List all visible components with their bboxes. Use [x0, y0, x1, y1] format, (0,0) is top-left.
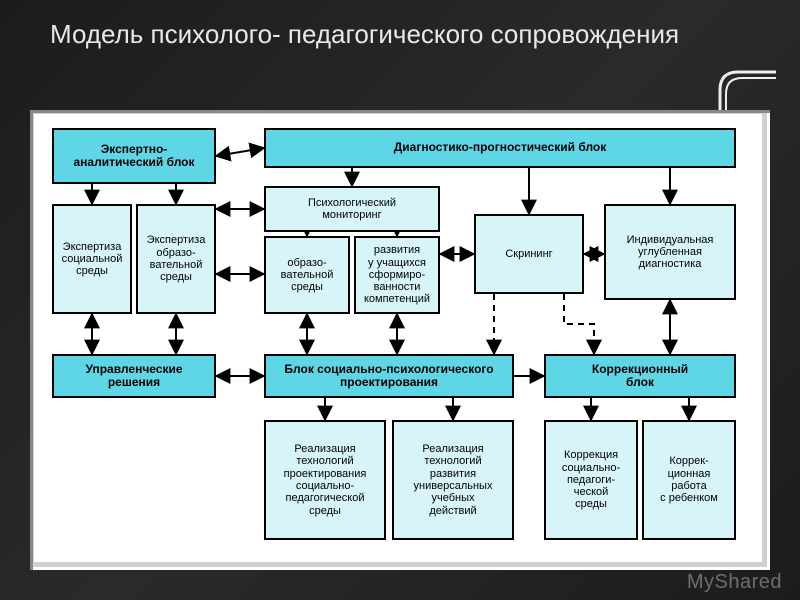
- node-diag_block: Диагностико-прогностический блок: [264, 128, 736, 168]
- node-social_proj: Блок социально-психологического проектир…: [264, 354, 514, 398]
- node-comp_dev: развития у учащихся сформиро- ванности к…: [354, 236, 440, 314]
- node-exp_edu: Экспертиза образо- вательной среды: [136, 204, 216, 314]
- diagram-canvas: Экспертно- аналитический блок Диагностико…: [34, 114, 762, 562]
- node-screening: Скрининг: [474, 214, 584, 294]
- node-corr_child: Коррек- ционная работа с ребенком: [642, 420, 736, 540]
- node-expert_block: Экспертно- аналитический блок: [52, 128, 216, 184]
- watermark: MyShared: [687, 571, 782, 594]
- node-psych_mon: Психологический мониторинг: [264, 186, 440, 232]
- slide: Модель психолого- педагогического сопров…: [0, 0, 800, 600]
- node-indiv_diag: Индивидуальная углубленная диагностика: [604, 204, 736, 300]
- node-corr_block: Коррекционный блок: [544, 354, 736, 398]
- node-mgmt: Управленческие решения: [52, 354, 216, 398]
- node-edu_env: образо- вательной среды: [264, 236, 350, 314]
- diagram-frame: Экспертно- аналитический блок Диагностико…: [30, 110, 770, 570]
- node-tech_dev: Реализация технологий развития универсал…: [392, 420, 514, 540]
- node-exp_social: Экспертиза социальной среды: [52, 204, 132, 314]
- node-tech_proj: Реализация технологий проектирования соц…: [264, 420, 386, 540]
- node-corr_env: Коррекция социально- педагоги- ческой ср…: [544, 420, 638, 540]
- slide-title: Модель психолого- педагогического сопров…: [50, 18, 760, 51]
